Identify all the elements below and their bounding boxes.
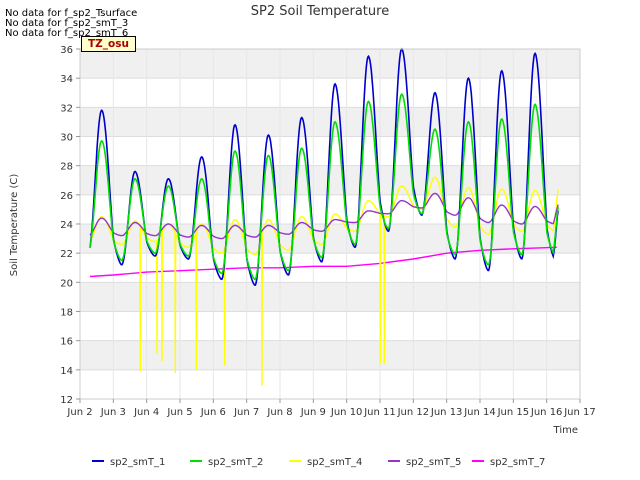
y-axis-label: Soil Temperature (C) (9, 174, 20, 277)
chart-title: SP2 Soil Temperature (251, 4, 389, 19)
y-tick-label: 36 (60, 45, 73, 56)
y-tick-label: 26 (60, 191, 73, 202)
y-tick-label: 34 (60, 74, 73, 85)
x-tick-label: Jun 6 (200, 407, 226, 418)
x-axis-ticks: Jun 2 Jun 3 Jun 4 Jun 5 Jun 6 Jun 7 Jun 8 Jun 9… (66, 399, 596, 418)
timezone-badge: TZ_osu (81, 36, 136, 52)
x-tick-label: Jun 15 (497, 407, 530, 418)
legend-label: sp2_smT_1 (110, 457, 165, 468)
series-line-sp2_smT_2 (89, 93, 559, 281)
x-tick-label: Jun 17 (563, 407, 596, 418)
y-axis-ticks: 12 14 16 18 20 22 24 26 28 30 32 34 36 (60, 45, 80, 406)
x-tick-label: Jun 14 (463, 407, 496, 418)
series-line-sp2_smT_5 (89, 192, 559, 240)
y-tick-label: 28 (60, 162, 73, 173)
y-tick-label: 14 (60, 366, 73, 377)
series-lines (89, 47, 559, 386)
y-tick-label: 12 (60, 395, 73, 406)
x-tick-label: Jun 5 (166, 407, 192, 418)
y-tick-label: 18 (60, 308, 73, 319)
x-tick-label: Jun 8 (266, 407, 292, 418)
x-tick-label: Jun 16 (530, 407, 563, 418)
no-data-message: No data for f_sp2_smT_6 (5, 28, 129, 39)
legend-label: sp2_smT_2 (208, 457, 263, 468)
y-tick-label: 20 (60, 278, 73, 289)
background-band (80, 340, 580, 370)
x-tick-label: Jun 4 (133, 407, 159, 418)
background-band (80, 282, 580, 312)
x-tick-label: Jun 12 (397, 407, 430, 418)
x-tick-label: Jun 11 (363, 407, 396, 418)
x-axis-label: Time (553, 425, 578, 436)
x-tick-label: Jun 10 (330, 407, 363, 418)
y-tick-label: 30 (60, 133, 73, 144)
x-tick-label: Jun 9 (300, 407, 326, 418)
legend-label: sp2_smT_5 (406, 457, 461, 468)
y-tick-label: 24 (60, 220, 73, 231)
x-tick-label: Jun 7 (233, 407, 259, 418)
x-tick-label: Jun 3 (100, 407, 126, 418)
y-tick-label: 16 (60, 337, 73, 348)
y-tick-label: 22 (60, 249, 73, 260)
x-tick-label: Jun 2 (66, 407, 92, 418)
background-band (80, 49, 580, 79)
y-tick-label: 32 (60, 103, 73, 114)
x-tick-label: Jun 13 (430, 407, 463, 418)
legend-label: sp2_smT_7 (490, 457, 545, 468)
legend: sp2_smT_1 sp2_smT_2 sp2_smT_4 sp2_smT_5 sp2_… (92, 457, 545, 468)
no-data-message: No data for f_sp2_smT_3 (5, 18, 129, 29)
legend-label: sp2_smT_4 (307, 457, 362, 468)
no-data-message: No data for f_sp2_Tsurface (5, 8, 138, 19)
